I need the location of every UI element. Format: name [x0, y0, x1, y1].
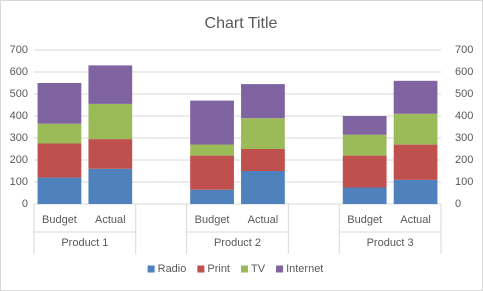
y2-tick-label: 500	[455, 88, 473, 100]
bar-segment	[393, 179, 438, 204]
bar-segment	[190, 144, 234, 156]
bar-segment	[190, 189, 234, 204]
legend-swatch	[197, 265, 205, 273]
legend-label: Print	[207, 263, 230, 275]
y-tick-label: 500	[10, 88, 28, 100]
x-tick-label: Budget	[347, 214, 382, 226]
x-tick-label: Actual	[400, 214, 431, 226]
x-tick-label: Budget	[195, 214, 230, 226]
bar-segment	[393, 144, 438, 180]
bar-segment	[37, 177, 82, 204]
legend-item: TV	[241, 263, 266, 275]
legend-item: Radio	[147, 263, 187, 275]
x-tick-label: Actual	[248, 214, 279, 226]
bar-segment	[190, 155, 234, 190]
group-label: Product 2	[214, 237, 261, 249]
y-tick-label: 300	[10, 132, 28, 144]
bar-segment	[241, 118, 285, 149]
x-tick-label: Budget	[42, 214, 77, 226]
bar-segment	[393, 113, 438, 145]
bar-segment	[190, 100, 234, 145]
group-label: Product 3	[367, 237, 414, 249]
bar-segment	[342, 116, 387, 135]
bar-segment	[88, 65, 133, 104]
y-tick-label: 400	[10, 110, 28, 122]
y2-tick-label: 0	[455, 198, 461, 210]
y2-tick-label: 400	[455, 110, 473, 122]
y-tick-label: 100	[10, 176, 28, 188]
legend-item: Internet	[276, 263, 323, 275]
chart-title: Chart Title	[205, 15, 278, 32]
y-tick-label: 600	[10, 66, 28, 78]
bar-segment	[88, 168, 133, 204]
y-tick-label: 700	[10, 44, 28, 56]
legend-label: Internet	[286, 263, 323, 275]
legend-label: Radio	[158, 263, 187, 275]
bar-segment	[342, 134, 387, 156]
bar-segment	[241, 84, 285, 119]
y2-tick-label: 700	[455, 44, 473, 56]
legend-swatch	[276, 265, 284, 273]
bar-segment	[37, 143, 82, 178]
bar-segment	[241, 171, 285, 204]
bar-segment	[342, 155, 387, 188]
bar-segment	[88, 103, 133, 140]
y-tick-label: 200	[10, 154, 28, 166]
y2-tick-label: 300	[455, 132, 473, 144]
x-tick-label: Actual	[95, 214, 126, 226]
bar-segment	[37, 123, 82, 144]
bar-segment	[88, 139, 133, 169]
bar-segment	[393, 80, 438, 114]
y2-tick-label: 200	[455, 154, 473, 166]
legend-swatch	[241, 265, 248, 273]
y-tick-label: 0	[22, 198, 28, 210]
bar-segment	[241, 149, 285, 171]
y2-tick-label: 100	[455, 176, 473, 188]
bar-segment	[37, 83, 82, 124]
y2-tick-label: 600	[455, 66, 473, 78]
legend-swatch	[147, 265, 155, 273]
legend-item: Print	[197, 263, 230, 275]
group-label: Product 1	[61, 237, 108, 249]
bar-segment	[342, 187, 387, 204]
legend-label: TV	[251, 263, 266, 275]
